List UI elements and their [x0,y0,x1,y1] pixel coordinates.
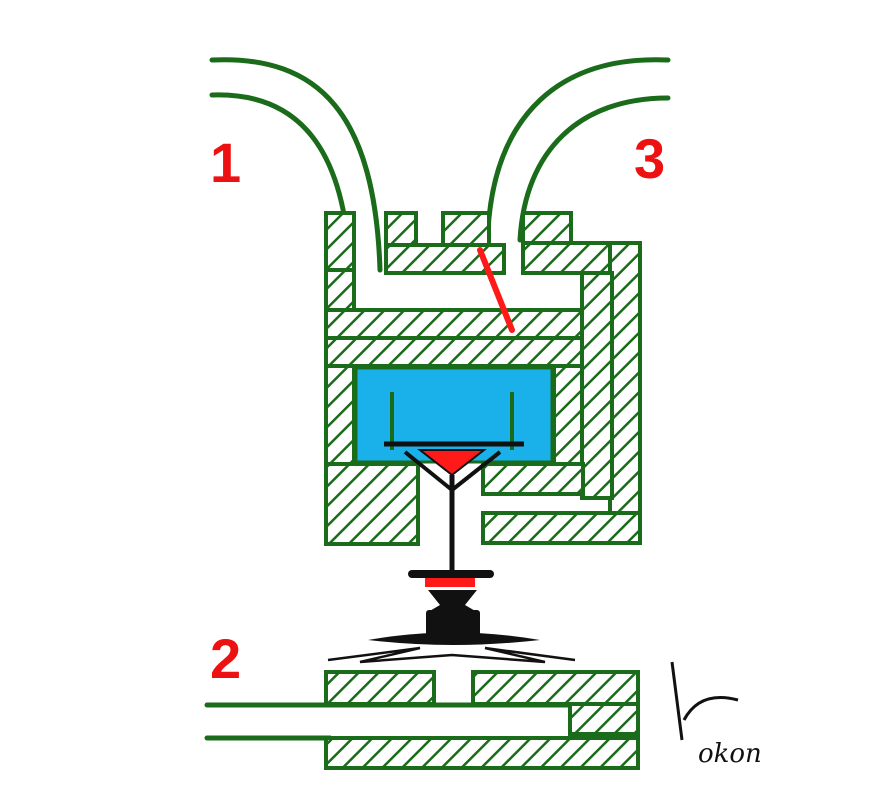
signature: okon [670,661,762,769]
red-lever [477,247,515,333]
port-3-pipe-outer-wall [485,57,671,233]
top-cap-center-segment [441,211,491,247]
top-cap-left-inner [384,211,418,247]
lower-block-left [324,462,420,546]
port-1-label: 1 [210,131,241,194]
valve-stem-assembly [327,441,576,664]
right-channel-wall [608,241,642,545]
top-cap-left-segment [324,211,356,275]
lower-block-right [481,462,585,496]
base-right-block [471,670,640,706]
chamber-left-wall [324,364,356,468]
diaphragm [368,632,540,645]
red-valve-cone [417,449,487,477]
port-1-pipe-outer-wall [209,57,383,273]
piston-upper-plate [324,308,584,340]
right-channel-inner-wall [580,271,614,500]
top-cap-right-segment [521,211,573,247]
base-left-block [324,670,436,706]
port-3-pipe-inner-wall [517,95,671,243]
lower-block-bottom-right [481,511,642,545]
svg-text:okon: okon [698,739,762,769]
diaphragm-spring [327,646,576,664]
port-2-label: 2 [210,627,241,690]
base-right-step [568,702,640,736]
red-spring-seat [425,578,475,587]
fluid-chamber [354,366,554,464]
chamber-right-wall [552,364,584,468]
base-bottom-plate [324,736,640,770]
piston-lower-plate [324,336,584,368]
port-3-label: 3 [634,127,665,190]
